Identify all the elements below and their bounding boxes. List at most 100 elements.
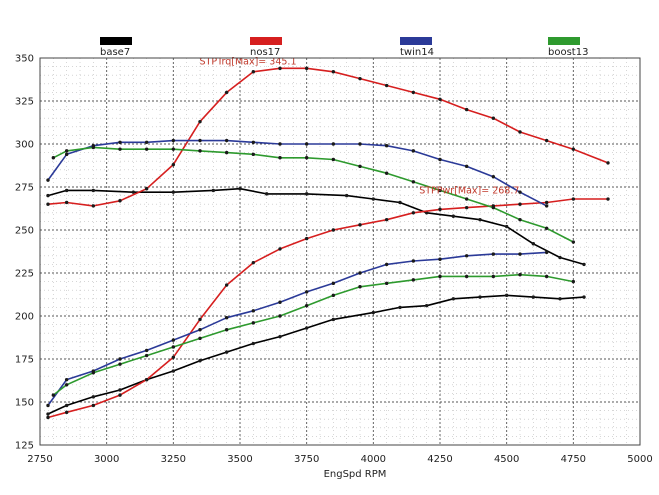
y-tick-label: 275 [15,183,34,194]
data-point [304,326,309,330]
data-point [278,334,282,339]
data-point [118,147,122,151]
data-point [464,164,469,169]
y-tick-label: 150 [15,398,34,409]
data-point [451,297,456,301]
data-point [171,338,176,342]
data-point [438,207,442,212]
legend-item-nos17: nos17 [250,37,282,58]
legend-label: boost13 [548,47,588,58]
data-point [304,192,309,196]
data-point [171,190,176,194]
data-point [64,377,69,382]
data-point [558,255,562,260]
data-point [331,157,336,162]
data-point [451,214,456,218]
data-point [518,252,522,256]
data-point [144,353,149,358]
data-point [278,314,282,318]
x-tick-label: 4250 [427,454,452,465]
data-point [198,359,202,363]
data-point [251,260,256,265]
data-point [491,205,496,210]
data-point [384,281,389,286]
series-nos17-power [46,197,610,420]
data-point [531,295,536,299]
data-point [304,156,309,160]
data-point [64,410,69,415]
y-tick-label: 300 [15,140,34,151]
data-point [278,142,282,146]
data-point [411,211,416,215]
data-point [464,274,469,279]
data-point [518,202,522,206]
data-point [491,116,496,120]
data-point [491,252,496,256]
legend-item-twin14: twin14 [400,37,434,58]
data-point [198,328,202,332]
data-point [238,187,242,191]
peak-annotation: STPTrq[Max]= 345.1 [200,56,297,67]
data-point [118,393,122,397]
data-point [464,254,469,258]
data-point [491,174,496,179]
data-point [91,403,96,408]
data-point [304,142,309,146]
data-point [46,178,50,182]
data-point [531,242,536,246]
data-point [518,130,522,134]
data-point [224,283,229,287]
series-base7-torque [46,187,586,267]
data-point [64,403,69,408]
data-point [411,149,416,153]
legend-label: nos17 [250,47,280,58]
series-base7-power [46,293,586,416]
data-point [358,223,362,227]
data-point [478,295,482,299]
x-tick-label: 3250 [161,454,186,465]
data-point [331,142,336,146]
data-point [91,371,96,375]
legend-label: twin14 [400,47,434,58]
data-point [438,257,442,261]
series-twin14-torque [46,138,549,208]
data-point [278,156,282,160]
data-point [358,76,362,81]
data-point [278,300,282,304]
data-point [331,70,336,74]
data-point [278,247,282,251]
data-point [544,138,549,143]
data-point [64,152,69,157]
x-axis-title: EngSpd RPM [324,469,387,480]
data-point [544,250,549,255]
data-point [144,377,149,382]
data-point [398,305,402,310]
series-nos17-torque [46,66,610,208]
data-point [304,303,309,308]
x-tick-label: 3500 [227,454,252,465]
data-point [91,145,96,150]
data-point [46,412,50,416]
data-point [144,147,149,151]
legend-swatch [400,37,432,45]
data-point [251,152,256,157]
data-point [251,341,256,346]
y-tick-label: 350 [15,54,34,65]
data-point [411,259,416,263]
data-point [198,149,202,153]
data-point [64,188,69,193]
annotations: STPTrq[Max]= 345.1 STPPwr[Max]= 268.7 [200,56,520,196]
y-tick-label: 175 [15,355,34,366]
data-point [571,197,576,201]
x-axis-ticks: 2750 3000 3250 3500 3750 4000 4250 4500 4750 5000 [27,454,652,465]
data-point [571,240,576,244]
data-point [198,119,202,124]
data-point [544,200,549,205]
x-tick-label: 2750 [27,454,52,465]
data-point [304,290,309,294]
data-point [571,279,576,284]
data-point [64,149,69,153]
data-point [224,328,229,332]
data-point [411,180,416,184]
